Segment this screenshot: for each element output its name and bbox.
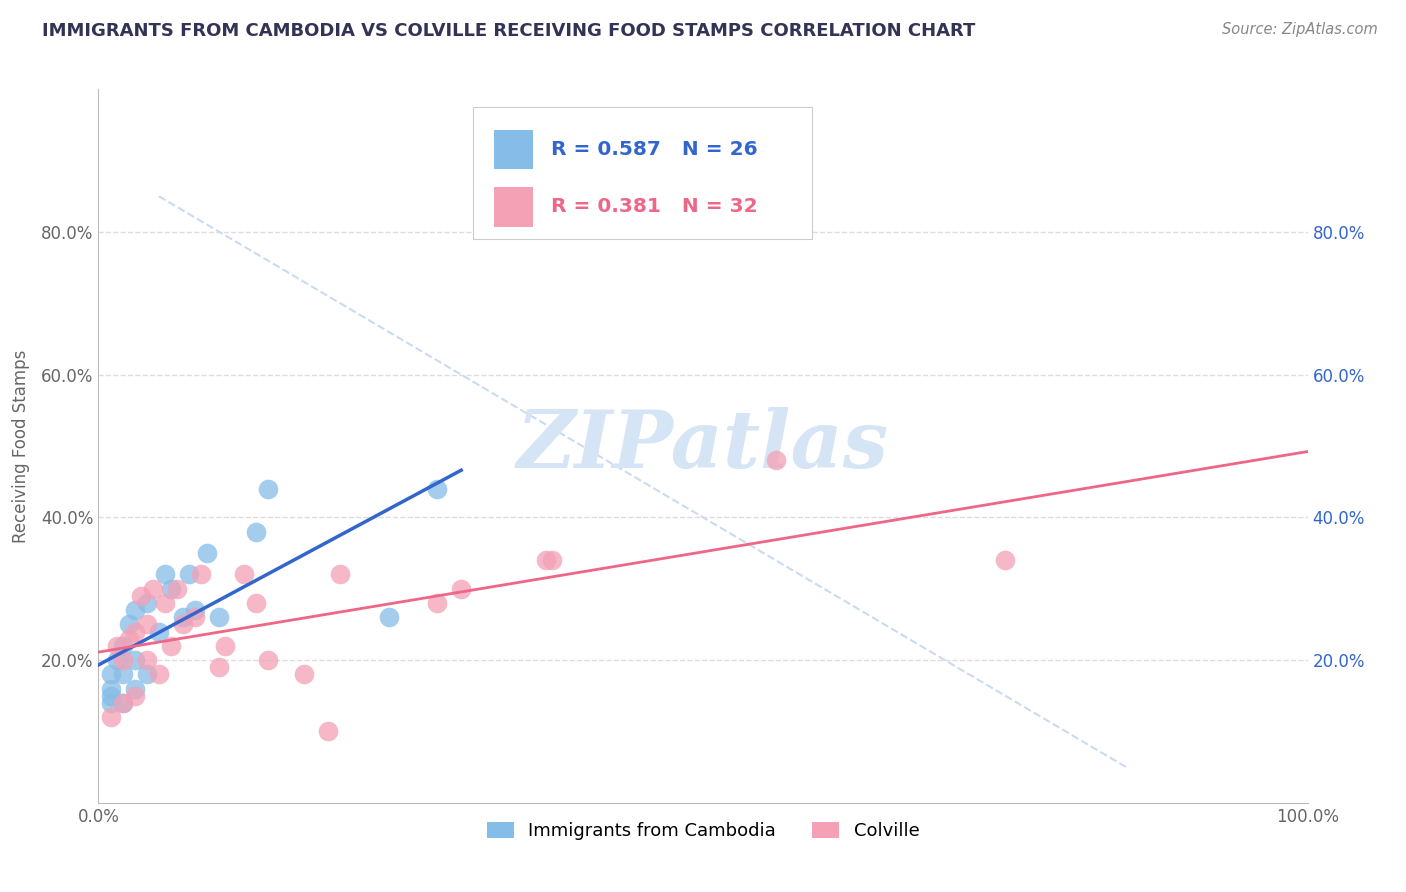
Point — [135, 667, 157, 681]
Point — [160, 639, 183, 653]
Point — [135, 617, 157, 632]
Point — [124, 689, 146, 703]
Point — [148, 624, 170, 639]
Point — [994, 553, 1017, 567]
Point — [118, 617, 141, 632]
Point — [426, 482, 449, 496]
Point — [256, 482, 278, 496]
FancyBboxPatch shape — [494, 130, 533, 169]
Text: R = 0.381   N = 32: R = 0.381 N = 32 — [551, 197, 758, 217]
Point — [450, 582, 472, 596]
Point — [124, 624, 146, 639]
Point — [172, 617, 194, 632]
Point — [214, 639, 236, 653]
Point — [100, 696, 122, 710]
Point — [153, 596, 176, 610]
Point — [160, 582, 183, 596]
Point — [195, 546, 218, 560]
Point — [316, 724, 339, 739]
Point — [111, 696, 134, 710]
Point — [124, 681, 146, 696]
Point — [100, 667, 122, 681]
Point — [184, 603, 207, 617]
Text: IMMIGRANTS FROM CAMBODIA VS COLVILLE RECEIVING FOOD STAMPS CORRELATION CHART: IMMIGRANTS FROM CAMBODIA VS COLVILLE REC… — [42, 22, 976, 40]
Point — [135, 596, 157, 610]
Point — [135, 653, 157, 667]
Point — [111, 696, 134, 710]
Point — [426, 596, 449, 610]
Point — [232, 567, 254, 582]
Point — [148, 667, 170, 681]
Text: Source: ZipAtlas.com: Source: ZipAtlas.com — [1222, 22, 1378, 37]
Point — [172, 610, 194, 624]
Point — [111, 667, 134, 681]
Point — [208, 610, 231, 624]
Point — [190, 567, 212, 582]
Point — [124, 603, 146, 617]
Legend: Immigrants from Cambodia, Colville: Immigrants from Cambodia, Colville — [479, 814, 927, 847]
Point — [111, 639, 134, 653]
Point — [129, 589, 152, 603]
Point — [765, 453, 787, 467]
Point — [100, 689, 122, 703]
Point — [245, 524, 267, 539]
Point — [292, 667, 315, 681]
FancyBboxPatch shape — [494, 187, 533, 227]
Point — [142, 582, 165, 596]
Point — [105, 639, 128, 653]
Point — [100, 710, 122, 724]
Point — [540, 553, 562, 567]
Point — [208, 660, 231, 674]
Point — [184, 610, 207, 624]
FancyBboxPatch shape — [474, 107, 811, 239]
Point — [329, 567, 352, 582]
Y-axis label: Receiving Food Stamps: Receiving Food Stamps — [11, 350, 30, 542]
Point — [100, 681, 122, 696]
Point — [377, 610, 399, 624]
Point — [124, 653, 146, 667]
Point — [118, 632, 141, 646]
Point — [179, 567, 201, 582]
Point — [111, 653, 134, 667]
Point — [534, 553, 557, 567]
Text: ZIPatlas: ZIPatlas — [517, 408, 889, 484]
Point — [105, 653, 128, 667]
Point — [256, 653, 278, 667]
Point — [166, 582, 188, 596]
Point — [245, 596, 267, 610]
Point — [153, 567, 176, 582]
Text: R = 0.587   N = 26: R = 0.587 N = 26 — [551, 140, 758, 160]
